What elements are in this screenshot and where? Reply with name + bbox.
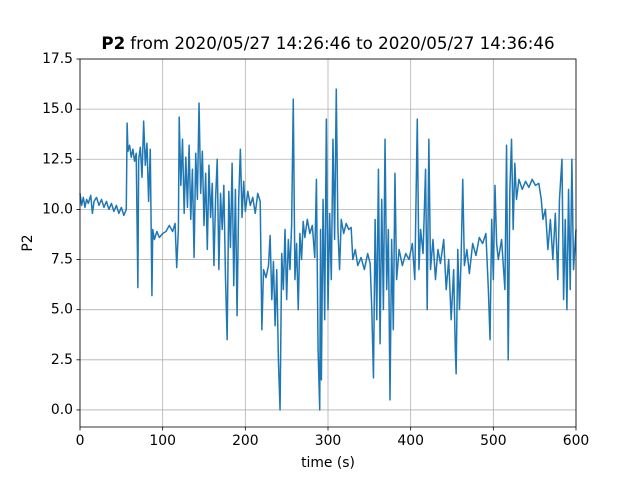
y-axis-label: P2 [20,234,36,251]
x-tick-label: 400 [397,433,424,449]
x-axis-label: time (s) [301,455,355,471]
y-tick-label: 17.5 [42,51,73,67]
y-tick-label: 5.0 [51,302,73,318]
x-tick-label: 200 [232,433,259,449]
y-tick-label: 10.0 [42,201,73,217]
x-tick-label: 300 [315,433,342,449]
data-line [79,88,577,411]
x-tick-label: 500 [480,433,507,449]
y-tick-label: 0.0 [51,402,73,418]
title-rest: from 2020/05/27 14:26:46 to 2020/05/27 1… [130,33,554,53]
x-tick-label: 100 [149,433,176,449]
x-tick-label: 600 [563,433,590,449]
y-tick-label: 2.5 [51,352,73,368]
y-tick-label: 12.5 [42,151,73,167]
chart-title: P2 from 2020/05/27 14:26:46 to 2020/05/27… [101,33,554,53]
x-tick-label: 0 [76,433,85,449]
y-tick-label: 7.5 [51,252,73,268]
plot-frame [79,58,577,428]
y-tick-label: 15.0 [42,101,73,117]
title-bold: P2 [101,33,125,53]
